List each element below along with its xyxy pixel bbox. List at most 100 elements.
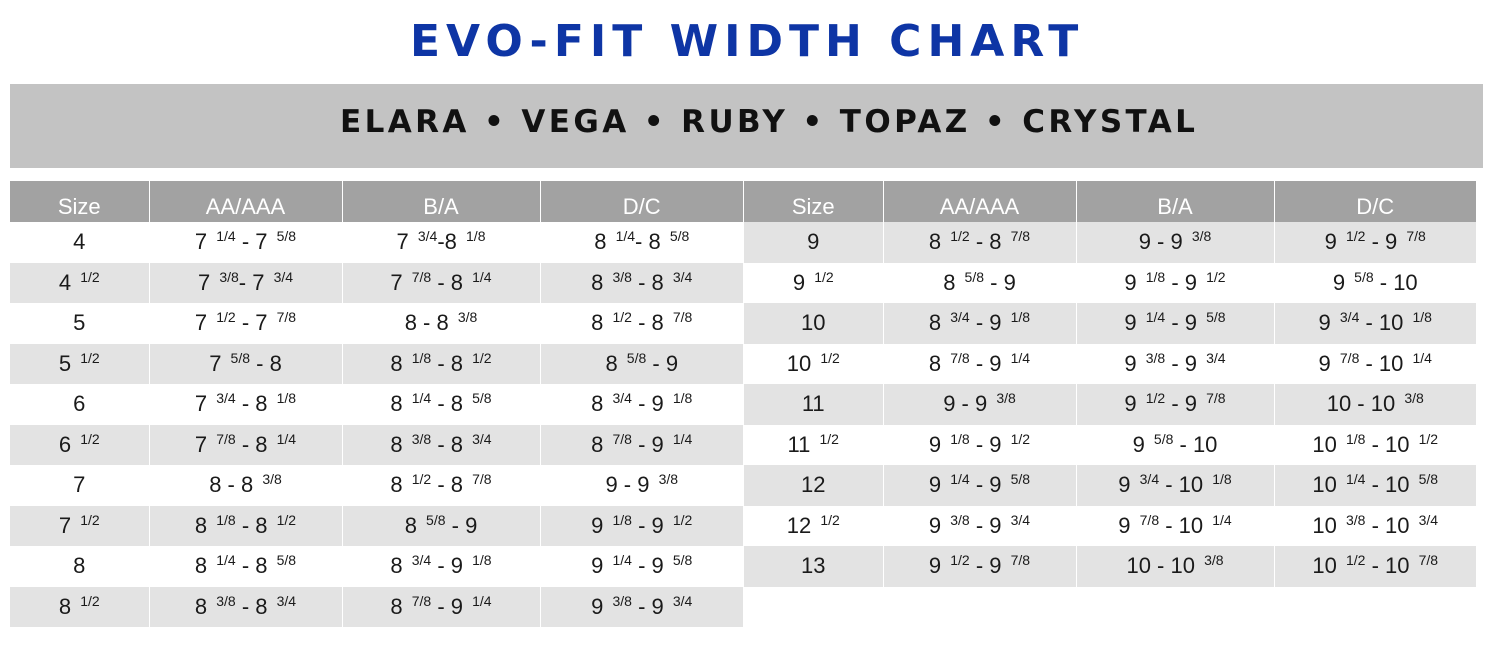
aa-aaa-cell: 7 7/8 - 8 1/4 [148,424,342,465]
cell-text: 9 [591,512,610,538]
table-header-row: Size AA/AAA B/A D/C [744,181,1476,222]
table-row: 6 1/2 7 7/8 - 8 1/4 8 3/8 - 8 3/4 8 7/8 - 9… [10,424,743,465]
d-c-cell: 9 5/8 - 10 [1273,262,1476,303]
cell-text: 13 [801,553,826,579]
aa-aaa-cell: 7 3/8- 7 3/4 [148,262,342,303]
fraction: 5/8 [230,349,251,366]
fraction: 3/8 [612,268,632,285]
cell-text: 8 [928,310,948,336]
b-a-cell: 7 7/8 - 8 1/4 [341,262,540,303]
cell-text: 9 [1124,310,1143,336]
cell-text: - 8 [235,431,274,457]
table-row: 13 9 1/2 - 9 7/8 10 - 10 3/8 10 1/2 - 10 7/… [744,546,1476,587]
cell-text: 10 [786,350,818,376]
fraction: 1/8 [411,349,432,366]
cell-text: -8 [437,229,464,255]
cell-text: 9 - 9 [1138,229,1189,255]
fraction: 1/4 [216,228,236,245]
fraction: 3/4 [950,309,970,326]
cell-text: - 9 [431,553,470,579]
cell-text: - 8 [431,431,470,457]
cell-text: - 7 [235,310,274,336]
fraction: 1/4 [612,552,632,569]
fraction: 1/4 [1145,309,1166,326]
fraction: 1/2 [1346,228,1366,245]
cell-text: 8 [390,553,409,579]
fraction: 3/8 [262,471,282,488]
model-banner: ELARA • VEGA • RUBY • TOPAZ • CRYSTAL [10,84,1483,168]
fraction: 5/8 [276,228,297,245]
cell-text: 9 - 9 [943,391,994,417]
cell-text: - 9 [631,391,670,417]
model-list: ELARA • VEGA • RUBY • TOPAZ • CRYSTAL [340,104,1199,140]
aa-aaa-cell: 8 1/8 - 8 1/2 [148,505,342,546]
fraction: 3/4 [1206,349,1226,366]
fraction: 1/8 [1212,471,1232,488]
cell-text: 8 [73,553,86,579]
fraction: 1/4 [276,430,297,447]
d-c-cell: 10 1/8 - 10 1/2 [1273,424,1476,465]
cell-text: 9 [928,431,948,457]
fraction: 5/8 [1418,471,1439,488]
fraction: 5/8 [426,511,446,528]
size-cell: 4 1/2 [10,262,149,303]
cell-text: 8 [194,553,214,579]
b-a-cell: 9 1/4 - 9 5/8 [1075,303,1274,344]
cell-text: 11 [801,391,825,417]
cell-text: - 8 [431,472,470,498]
fraction: 7/8 [1339,349,1360,366]
fraction: 1/2 [819,430,839,447]
fraction: 3/4 [1418,511,1439,528]
cell-text: 6 [73,391,86,417]
fraction: 1/2 [80,592,100,609]
cell-text: 9 [1124,269,1143,295]
d-c-cell: 9 1/8 - 9 1/2 [539,505,743,546]
fraction: 1/8 [1346,430,1366,447]
cell-text: 9 [1332,269,1352,295]
size-cell: 12 1/2 [744,506,883,547]
cell-text: - 9 [631,431,670,457]
size-cell: 4 [10,222,149,263]
fraction: 3/8 [457,309,478,326]
fraction: 3/8 [612,592,632,609]
fraction: 5/8 [472,390,492,407]
cell-text: - 8 [635,229,667,255]
cell-text: 9 [1118,512,1137,538]
cell-text: 7 [194,391,214,417]
column-header-aa-aaa: AA/AAA [148,181,342,222]
aa-aaa-cell: 8 3/8 - 8 3/4 [148,586,342,627]
d-c-cell: 10 1/2 - 10 7/8 [1273,546,1476,587]
fraction: 3/4 [417,228,438,245]
cell-text: - 8 [250,350,282,376]
cell-text: 9 [1324,229,1343,255]
size-cell: 12 [744,465,883,506]
cell-text: 9 - 9 [605,472,656,498]
fraction: 1/4 [672,430,693,447]
b-a-cell: 10 - 10 3/8 [1075,546,1274,587]
aa-aaa-cell: 7 1/4 - 7 5/8 [148,222,342,263]
size-cell: 13 [744,546,883,587]
cell-text: 10 - 10 [1326,391,1402,417]
fraction: 5/8 [672,552,693,569]
fraction: 7/8 [1139,511,1160,528]
cell-text: 8 [404,512,424,538]
aa-aaa-cell: 8 7/8 - 9 1/4 [882,343,1076,384]
cell-text: - 9 [631,593,670,619]
fraction: 1/2 [950,228,970,245]
fraction: 1/2 [1206,268,1226,285]
size-cell: 6 [10,384,149,425]
cell-text: 8 [605,350,624,376]
cell-text: - 10 [1359,310,1410,336]
d-c-cell: 10 - 10 3/8 [1273,384,1476,425]
fraction: 3/4 [672,268,693,285]
cell-text: - 9 [969,350,1008,376]
fraction: 3/4 [1339,309,1360,326]
fraction: 1/4 [950,471,970,488]
fraction: 7/8 [276,309,297,326]
size-cell: 5 1/2 [10,343,149,384]
b-a-cell: 7 3/4-8 1/8 [341,222,540,263]
cell-text: 10 [801,310,826,336]
